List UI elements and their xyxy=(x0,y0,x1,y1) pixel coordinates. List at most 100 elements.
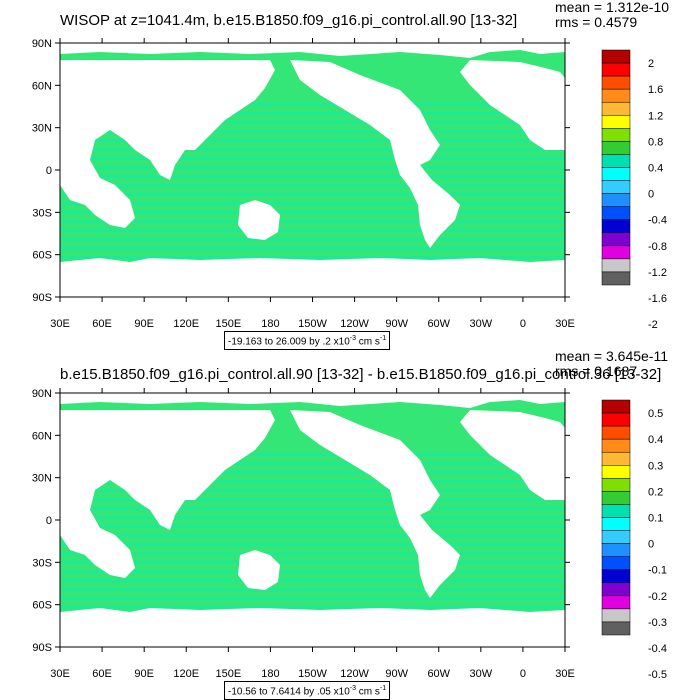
ocean-band xyxy=(60,525,565,528)
colorbar-swatch xyxy=(601,530,631,544)
lat-label: 30N xyxy=(32,123,52,135)
lon-label: 30W xyxy=(470,318,493,330)
ocean-band xyxy=(60,480,565,483)
lon-label: 30E xyxy=(50,318,70,330)
lat-label: 90N xyxy=(32,38,52,50)
ocean-band xyxy=(60,256,565,259)
lon-label: 60W xyxy=(427,318,450,330)
colorbar-label: 0.3 xyxy=(648,460,663,472)
lon-label: 30E xyxy=(50,668,70,680)
ocean-band xyxy=(60,570,565,573)
ocean-band xyxy=(60,498,565,501)
colorbar-swatch xyxy=(601,180,631,194)
colorbar-swatch xyxy=(601,543,631,557)
colorbar-swatch xyxy=(601,258,631,273)
colorbar-swatch xyxy=(601,621,631,636)
top-mean-label: mean = 1.312e-10 xyxy=(555,0,670,15)
lon-label: 60E xyxy=(92,668,112,680)
lon-label: 120W xyxy=(340,668,369,680)
ocean-band xyxy=(60,588,565,591)
ocean-band xyxy=(60,175,565,178)
land-mass xyxy=(60,410,275,578)
lon-label: 150E xyxy=(215,668,241,680)
lon-label: 90W xyxy=(385,668,408,680)
colorbar-swatch xyxy=(601,608,631,623)
ocean-band xyxy=(60,112,565,115)
land-mass xyxy=(290,60,460,248)
ocean-band xyxy=(60,148,565,151)
lon-label: 0 xyxy=(520,318,526,330)
lat-label: 60S xyxy=(32,250,52,262)
colorbar-label: -0.2 xyxy=(648,591,667,603)
bottom-map-title: b.e15.B1850.f09_g16.pi_control.all.90 [1… xyxy=(60,366,662,383)
colorbar-swatch xyxy=(601,115,631,129)
colorbar-label: 0.5 xyxy=(648,408,663,420)
land-mass xyxy=(60,393,565,408)
land-mass xyxy=(290,410,460,598)
land-mass xyxy=(460,410,565,500)
colorbar-swatch xyxy=(601,128,631,142)
colorbar-swatch xyxy=(601,88,631,103)
ocean-band xyxy=(60,193,565,196)
ocean-band xyxy=(60,130,565,133)
top-map-title: WISOP at z=1041.4m, b.e15.B1850.f09_g16.… xyxy=(60,12,518,29)
land-mass xyxy=(60,258,565,297)
lat-label: 30S xyxy=(32,557,52,569)
colorbar-swatch xyxy=(601,504,631,518)
colorbar-swatch xyxy=(601,49,631,64)
lon-label: 120E xyxy=(173,668,199,680)
colorbar-label: 2 xyxy=(648,58,654,70)
colorbar-swatch xyxy=(601,62,631,77)
lon-label: 60W xyxy=(427,668,450,680)
ocean-band xyxy=(60,238,565,241)
lat-label: 30N xyxy=(32,473,52,485)
colorbar-swatch xyxy=(601,425,631,440)
top-map-stats: mean = 1.312e-10 rms = 0.4579 xyxy=(555,0,669,30)
land-mass xyxy=(238,200,280,240)
colorbar-swatch xyxy=(601,582,631,597)
lat-label: 90N xyxy=(32,388,52,400)
lon-label: 120E xyxy=(173,318,199,330)
colorbar-swatch xyxy=(601,232,631,247)
land-mass xyxy=(60,608,565,647)
ocean-band xyxy=(60,220,565,223)
colorbar-swatch xyxy=(601,271,631,286)
bottom-mean-label: mean = 3.645e-11 xyxy=(555,348,668,364)
colorbar-swatch xyxy=(601,75,631,90)
colorbar-label: 0.4 xyxy=(648,434,663,446)
colorbar-swatch xyxy=(601,193,631,207)
colorbar-label: -1.6 xyxy=(648,293,667,305)
ocean-band xyxy=(60,507,565,510)
lat-label: 90S xyxy=(32,642,52,654)
colorbar-swatch xyxy=(601,595,631,610)
lat-label: 60N xyxy=(32,80,52,92)
lon-label: 60E xyxy=(92,318,112,330)
ocean-band xyxy=(60,157,565,160)
ocean-band xyxy=(60,462,565,465)
colorbar-swatch xyxy=(601,141,631,155)
ocean-band xyxy=(60,202,565,205)
lon-label: 90W xyxy=(385,318,408,330)
bottom-map-panel: b.e15.B1850.f09_g16.pi_control.all.90 [1… xyxy=(0,348,700,700)
bottom-map-figure: 90N 60N 30N 0 30S 60S 90S 30E 60E 90E 120E 150E 180 1… xyxy=(32,388,667,681)
lon-label: 150W xyxy=(298,318,327,330)
colorbar-label: 0.8 xyxy=(648,136,663,148)
ocean-band xyxy=(60,139,565,142)
ocean-band xyxy=(60,121,565,124)
colorbar-swatch xyxy=(601,478,631,492)
land-mass xyxy=(60,60,275,228)
colorbar-swatch xyxy=(601,167,631,181)
lat-label: 90S xyxy=(32,292,52,304)
colorbar-swatch xyxy=(601,101,631,116)
colorbar-label: 1.2 xyxy=(648,110,663,122)
lat-label: 60S xyxy=(32,600,52,612)
ocean-band xyxy=(60,543,565,546)
colorbar-label: 0.1 xyxy=(648,513,663,525)
colorbar-swatch xyxy=(601,556,631,570)
colorbar-label: -0.5 xyxy=(648,669,667,681)
ocean-band xyxy=(60,606,565,609)
ocean-band xyxy=(60,184,565,187)
ocean-band xyxy=(60,247,565,250)
colorbar-swatch xyxy=(601,412,631,427)
ocean-band xyxy=(60,597,565,600)
